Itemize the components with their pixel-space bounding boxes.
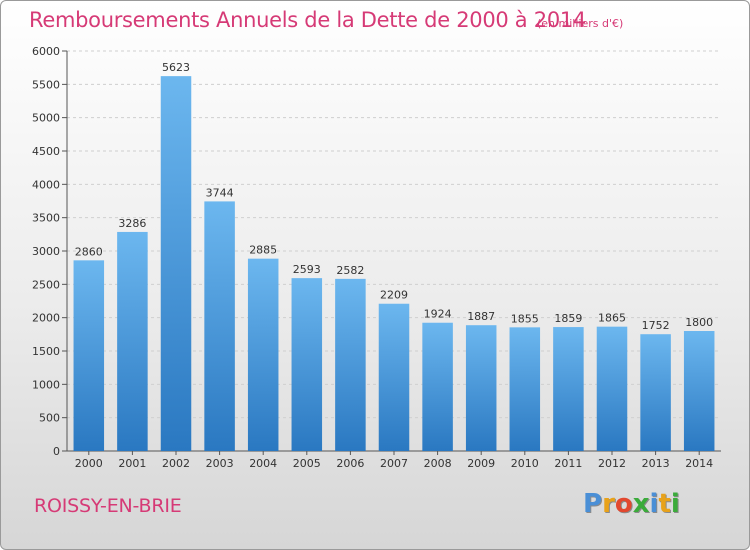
axes: 0 500 1000 1500 2000 2500 3000 3500 4000 4500 5000… — [32, 45, 721, 470]
y-tick-label: 2500 — [32, 278, 60, 291]
y-tick-label: 3500 — [32, 212, 60, 225]
bar-2011 — [553, 327, 584, 451]
bars — [73, 76, 715, 451]
x-tick-label: 2006 — [336, 457, 364, 470]
bar-value-label: 1924 — [424, 308, 452, 321]
bar-2012 — [596, 326, 628, 451]
bar-value-label: 5623 — [162, 61, 190, 74]
logo-letter: i — [670, 489, 680, 519]
bar-value-label: 2582 — [336, 264, 364, 277]
y-tick-label: 5500 — [32, 78, 60, 91]
data-labels: 2860 3286 5623 3744 2885 2593 2582 2209 1924 1887… — [75, 61, 713, 332]
bar-2000 — [73, 260, 105, 451]
x-tick-label: 2013 — [642, 457, 670, 470]
x-tick-label: 2002 — [162, 457, 190, 470]
y-tick-label: 2000 — [32, 312, 60, 325]
logo-letter: o — [614, 489, 633, 519]
x-tick-label: 2009 — [467, 457, 495, 470]
commune-name: ROISSY-EN-BRIE — [34, 495, 182, 517]
x-tick-label: 2008 — [424, 457, 452, 470]
bar-2007 — [378, 303, 410, 451]
bar-value-label: 1855 — [511, 312, 539, 325]
chart-title: Remboursements Annuels de la Dette de 20… — [29, 8, 586, 32]
bar-value-label: 1752 — [642, 319, 670, 332]
bar-2010 — [509, 327, 541, 451]
bar-value-label: 2209 — [380, 289, 408, 302]
logo-letter: r — [602, 489, 615, 519]
y-tick-label: 4500 — [32, 145, 60, 158]
bar-value-label: 1800 — [685, 316, 713, 329]
bar-value-label: 1859 — [554, 312, 582, 325]
bar-2006 — [335, 278, 366, 451]
x-tick-label: 2000 — [75, 457, 103, 470]
x-tick-label: 2012 — [598, 457, 626, 470]
y-tick-label: 3000 — [32, 245, 60, 258]
y-tick-label: 0 — [53, 445, 60, 458]
bar-value-label: 3744 — [206, 186, 234, 199]
bar-value-label: 2593 — [293, 263, 321, 276]
bar-value-label: 1887 — [467, 310, 495, 323]
y-tick-label: 4000 — [32, 178, 60, 191]
logo-letter: t — [658, 489, 671, 519]
proxiti-logo: Proxiti — [583, 489, 680, 519]
logo-letter: x — [632, 489, 650, 519]
x-tick-label: 2004 — [249, 457, 277, 470]
x-tick-label: 2010 — [511, 457, 539, 470]
bar-2008 — [422, 322, 453, 451]
x-tick-label: 2001 — [118, 457, 146, 470]
chart-subtitle: (en milliers d'€) — [537, 17, 624, 30]
bar-value-label: 2885 — [249, 244, 277, 257]
y-tick-label: 500 — [39, 412, 60, 425]
x-tick-label: 2011 — [554, 457, 582, 470]
y-tick-label: 6000 — [32, 45, 60, 58]
bar-2003 — [204, 201, 235, 451]
y-tick-label: 5000 — [32, 112, 60, 125]
logo-letter: i — [649, 489, 659, 519]
bar-value-label: 1865 — [598, 312, 626, 325]
x-tick-label: 2003 — [206, 457, 234, 470]
logo-letter: P — [583, 489, 603, 519]
x-tick-label: 2005 — [293, 457, 321, 470]
bar-2001 — [117, 231, 148, 451]
bar-2009 — [465, 325, 497, 451]
bar-2013 — [640, 334, 671, 451]
bar-2014 — [683, 331, 715, 451]
x-tick-label: 2007 — [380, 457, 408, 470]
y-tick-label: 1000 — [32, 378, 60, 391]
bar-value-label: 2860 — [75, 245, 103, 258]
bar-value-label: 3286 — [118, 217, 146, 230]
bar-2002 — [160, 76, 192, 451]
y-tick-label: 1500 — [32, 345, 60, 358]
bar-2004 — [247, 258, 279, 451]
x-tick-label: 2014 — [685, 457, 713, 470]
bar-2005 — [291, 278, 323, 451]
